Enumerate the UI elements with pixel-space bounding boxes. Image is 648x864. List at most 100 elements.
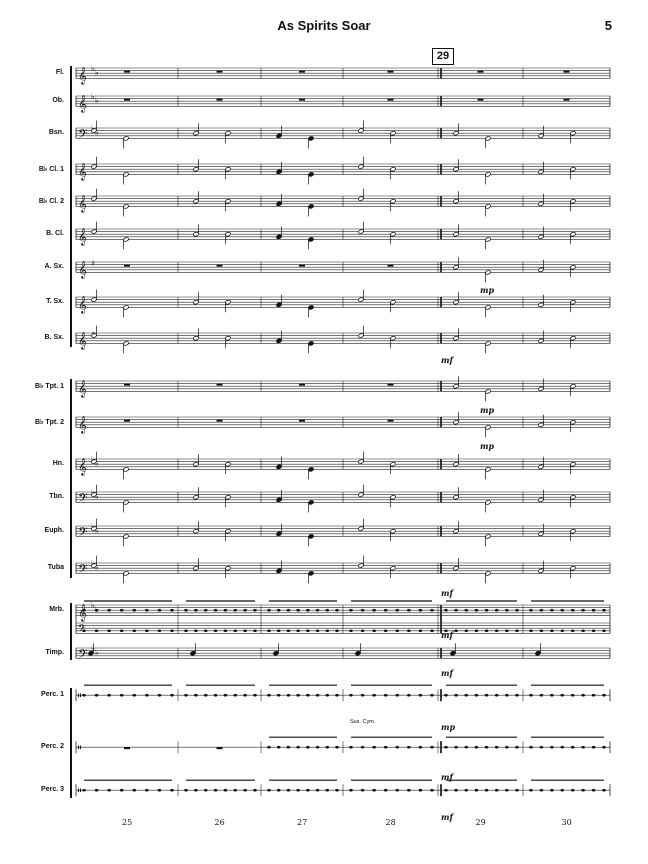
notehead xyxy=(286,608,291,612)
whole-rest-icon xyxy=(299,264,305,267)
whole-rest-icon xyxy=(387,419,394,422)
notehead xyxy=(395,693,400,697)
instrument-label: Tuba xyxy=(47,564,64,571)
notehead xyxy=(570,608,575,612)
instrument-label: Perc. 1 xyxy=(41,691,64,698)
notehead xyxy=(119,629,124,633)
notehead xyxy=(484,788,489,792)
notehead xyxy=(194,693,198,697)
clef-icon: 𝄞 xyxy=(78,227,87,245)
instrument-label: Timp. xyxy=(45,649,64,656)
notehead xyxy=(315,693,320,697)
notehead xyxy=(276,745,281,749)
notehead xyxy=(539,693,544,697)
notehead xyxy=(145,608,149,612)
flat-icon: ♭ xyxy=(91,92,95,101)
notehead xyxy=(515,788,519,792)
notehead xyxy=(418,629,423,633)
notehead xyxy=(430,788,434,792)
dynamic-marking: mp xyxy=(480,405,495,415)
notehead xyxy=(243,629,247,633)
notehead xyxy=(157,629,162,633)
notehead xyxy=(184,693,188,697)
flat-icon: ♭ xyxy=(91,64,95,73)
whole-rest-icon xyxy=(124,747,130,750)
whole-rest-icon xyxy=(387,264,394,267)
clef-icon: 𝄞 xyxy=(78,331,87,349)
notehead xyxy=(395,629,400,633)
dynamic-marking: mp xyxy=(480,285,495,295)
notehead xyxy=(505,745,509,749)
notehead xyxy=(315,788,320,792)
notehead xyxy=(194,629,198,633)
notehead xyxy=(570,788,575,792)
notehead xyxy=(119,788,124,792)
notehead xyxy=(107,629,111,633)
notehead xyxy=(418,745,423,749)
notehead xyxy=(107,608,111,612)
notehead xyxy=(529,693,533,697)
whole-rest-icon xyxy=(124,70,130,73)
notehead xyxy=(184,608,188,612)
whole-rest-icon xyxy=(477,98,484,101)
notehead xyxy=(233,608,238,612)
notehead xyxy=(223,629,228,633)
dynamic-marking: mf xyxy=(441,668,453,678)
dynamic-marking: mp xyxy=(480,441,495,451)
notehead xyxy=(515,629,519,633)
flat-icon: ♭ xyxy=(91,522,95,531)
notehead xyxy=(550,629,554,633)
notehead xyxy=(253,788,257,792)
notehead xyxy=(82,629,86,633)
flat-icon: ♭ xyxy=(95,648,99,657)
notehead xyxy=(203,629,208,633)
instrument-label: Perc. 2 xyxy=(41,743,64,750)
notehead xyxy=(107,693,111,697)
notehead xyxy=(383,788,388,792)
notehead xyxy=(170,629,174,633)
notehead xyxy=(203,608,208,612)
notehead xyxy=(581,745,585,749)
notehead xyxy=(430,745,434,749)
notehead xyxy=(306,629,310,633)
notehead xyxy=(335,745,339,749)
notehead xyxy=(360,745,365,749)
notehead xyxy=(591,608,596,612)
notehead xyxy=(474,788,479,792)
whole-rest-icon xyxy=(216,70,223,73)
whole-rest-icon xyxy=(216,383,223,386)
notehead xyxy=(430,693,434,697)
notehead xyxy=(267,788,271,792)
notehead xyxy=(372,745,376,749)
notehead xyxy=(383,629,388,633)
notehead xyxy=(276,629,281,633)
instrument-label: Euph. xyxy=(44,527,64,534)
instrument-label: B. Sx. xyxy=(44,334,64,341)
notehead xyxy=(529,745,533,749)
notehead xyxy=(515,745,519,749)
notehead xyxy=(243,608,247,612)
whole-rest-icon xyxy=(299,70,305,73)
clef-icon: 𝄞 xyxy=(78,415,87,433)
notehead xyxy=(296,629,300,633)
notehead xyxy=(253,693,257,697)
notehead xyxy=(325,693,330,697)
notehead xyxy=(170,788,174,792)
clef-icon: 𝄞 xyxy=(78,66,87,84)
notehead xyxy=(591,693,596,697)
measure-number: 27 xyxy=(297,818,308,827)
dynamic-marking: mp xyxy=(441,722,456,732)
dynamic-marking: mf xyxy=(441,630,453,640)
notehead xyxy=(464,745,469,749)
flat-icon: ♭ xyxy=(95,563,99,572)
notehead xyxy=(267,608,271,612)
measure-number: 30 xyxy=(561,818,572,827)
notehead xyxy=(194,788,198,792)
notehead xyxy=(550,693,554,697)
notehead xyxy=(213,629,218,633)
notehead xyxy=(223,788,228,792)
notehead xyxy=(296,693,300,697)
whole-rest-icon xyxy=(563,70,570,73)
notehead xyxy=(276,788,281,792)
